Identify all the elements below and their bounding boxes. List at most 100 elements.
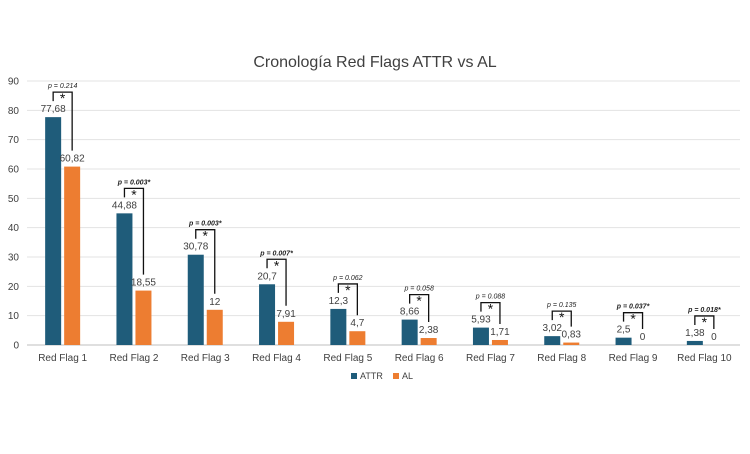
x-tick-label: Red Flag 8 bbox=[537, 353, 586, 364]
y-tick-label: 90 bbox=[8, 77, 20, 88]
y-tick-label: 60 bbox=[8, 165, 20, 176]
p-value-label: p = 0.018* bbox=[687, 307, 721, 314]
significance-bracket bbox=[195, 229, 216, 294]
significance-marker: * bbox=[559, 309, 565, 325]
bar-attr bbox=[45, 117, 62, 345]
data-label-attr: 44,88 bbox=[112, 200, 137, 211]
y-tick-label: 40 bbox=[8, 223, 20, 234]
p-value-label: p = 0.214 bbox=[47, 83, 77, 90]
data-label-al: 0,83 bbox=[562, 330, 582, 341]
data-label-al: 7,91 bbox=[276, 309, 296, 320]
significance-bracket bbox=[694, 315, 715, 329]
significance-annotations: *p = 0.214*p = 0.003**p = 0.003**p = 0.0… bbox=[47, 83, 721, 330]
bar-attr bbox=[187, 254, 204, 345]
significance-bracket bbox=[409, 293, 430, 323]
chart-title: Cronología Red Flags ATTR vs AL bbox=[253, 54, 496, 71]
bar-attr bbox=[544, 336, 561, 345]
data-label-al: 4,7 bbox=[350, 318, 364, 329]
x-tick-label: Red Flag 7 bbox=[466, 353, 515, 364]
significance-marker: * bbox=[488, 301, 494, 317]
legend-label: AL bbox=[402, 371, 413, 381]
legend-swatch bbox=[393, 373, 399, 379]
data-label-al: 0 bbox=[640, 332, 646, 343]
bar-al bbox=[64, 166, 81, 345]
significance-bracket bbox=[123, 187, 145, 275]
x-tick-label: Red Flag 1 bbox=[38, 353, 87, 364]
x-axis: Red Flag 1 Red Flag 2 Red Flag 3 Red Flag 4… bbox=[38, 353, 732, 364]
bar-attr bbox=[472, 327, 489, 345]
bar-al bbox=[420, 338, 437, 345]
x-tick-label: Red Flag 3 bbox=[181, 353, 230, 364]
y-tick-label: 80 bbox=[8, 106, 20, 117]
significance-marker: * bbox=[274, 257, 280, 273]
bar-attr bbox=[259, 284, 276, 345]
significance-bracket bbox=[52, 91, 73, 151]
bar-al bbox=[563, 342, 580, 345]
x-tick-label: Red Flag 9 bbox=[609, 353, 658, 364]
data-label-attr: 20,7 bbox=[257, 271, 277, 282]
bar-al bbox=[135, 290, 152, 345]
bar-al bbox=[206, 309, 223, 345]
significance-marker: * bbox=[702, 314, 708, 330]
bar-attr bbox=[615, 337, 632, 345]
data-label-al: 12 bbox=[209, 297, 221, 308]
x-tick-label: Red Flag 4 bbox=[252, 353, 301, 364]
y-tick-label: 20 bbox=[8, 282, 20, 293]
y-tick-label: 30 bbox=[8, 253, 20, 264]
legend: ATTR AL bbox=[351, 371, 413, 381]
data-label-al: 60,82 bbox=[60, 154, 85, 165]
x-tick-label: Red Flag 6 bbox=[395, 353, 444, 364]
data-label-al: 1,71 bbox=[490, 327, 510, 338]
p-value-label: p = 0.088 bbox=[475, 294, 505, 301]
legend-label: ATTR bbox=[360, 371, 383, 381]
legend-swatch bbox=[351, 373, 357, 379]
data-label-attr: 5,93 bbox=[471, 315, 491, 326]
x-tick-label: Red Flag 5 bbox=[323, 353, 372, 364]
significance-bracket bbox=[622, 312, 644, 329]
bar-al bbox=[491, 339, 508, 345]
p-value-label: p = 0.135 bbox=[546, 302, 576, 309]
bars: 77,68 60,82 44,88 18,55 30,78 12 20,7 7,91 12,34… bbox=[41, 104, 717, 345]
data-label-al: 0 bbox=[711, 332, 717, 343]
significance-marker: * bbox=[345, 282, 351, 298]
significance-bracket bbox=[551, 310, 572, 327]
y-axis: 0 10 20 30 40 50 60 70 80 90 bbox=[8, 77, 20, 352]
significance-bracket bbox=[266, 258, 287, 306]
bar-attr bbox=[116, 213, 133, 345]
data-label-attr: 1,38 bbox=[685, 328, 705, 339]
p-value-label: p = 0.058 bbox=[403, 286, 433, 293]
p-value-label: p = 0.062 bbox=[332, 275, 362, 282]
x-tick-label: Red Flag 2 bbox=[109, 353, 158, 364]
data-label-al: 2,38 bbox=[419, 325, 439, 336]
significance-marker: * bbox=[416, 293, 422, 309]
data-label-attr: 8,66 bbox=[400, 307, 420, 318]
significance-marker: * bbox=[131, 186, 137, 202]
bar-attr bbox=[686, 340, 703, 345]
significance-bracket bbox=[480, 301, 501, 324]
data-label-attr: 30,78 bbox=[183, 242, 208, 253]
significance-bracket bbox=[337, 283, 358, 316]
y-tick-label: 70 bbox=[8, 135, 20, 146]
data-label-attr: 2,5 bbox=[617, 325, 631, 336]
data-label-al: 18,55 bbox=[131, 278, 156, 289]
y-tick-label: 0 bbox=[13, 341, 19, 352]
significance-marker: * bbox=[203, 228, 209, 244]
bar-al bbox=[349, 331, 366, 345]
data-label-attr: 3,02 bbox=[543, 323, 563, 334]
p-value-label: p = 0.037* bbox=[616, 304, 650, 311]
data-label-attr: 12,3 bbox=[329, 296, 349, 307]
data-label-attr: 77,68 bbox=[41, 104, 66, 115]
bar-attr bbox=[330, 308, 347, 345]
p-value-label: p = 0.003* bbox=[188, 221, 222, 228]
p-value-label: p = 0.003* bbox=[117, 179, 151, 186]
x-tick-label: Red Flag 10 bbox=[677, 353, 732, 364]
bar-al bbox=[278, 321, 295, 345]
bar-attr bbox=[401, 319, 418, 345]
p-value-label: p = 0.007* bbox=[259, 250, 293, 257]
significance-marker: * bbox=[60, 90, 66, 106]
y-tick-label: 50 bbox=[8, 194, 20, 205]
y-tick-label: 10 bbox=[8, 311, 20, 322]
significance-marker: * bbox=[630, 311, 636, 327]
